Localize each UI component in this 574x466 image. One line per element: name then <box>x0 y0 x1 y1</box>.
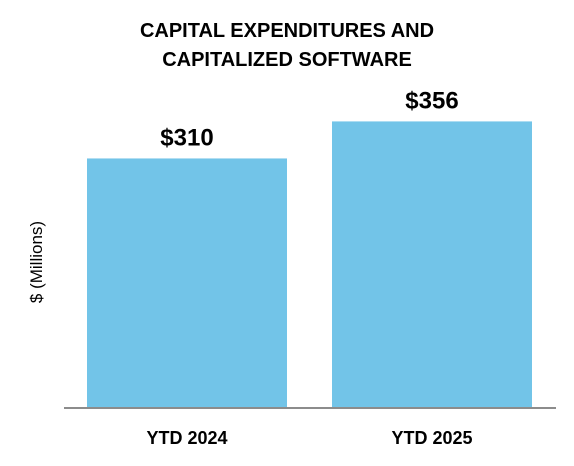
bar-ytd-2024 <box>87 158 287 408</box>
value-label-ytd-2025: $356 <box>405 87 458 114</box>
chart-title: CAPITAL EXPENDITURES AND CAPITALIZED SOF… <box>140 20 434 71</box>
bars-group <box>87 121 532 409</box>
category-label-ytd-2024: YTD 2024 <box>146 428 227 448</box>
value-labels-group: $310 $356 <box>160 87 458 151</box>
category-label-ytd-2025: YTD 2025 <box>391 428 472 448</box>
category-labels-group: YTD 2024 YTD 2025 <box>146 428 472 448</box>
chart-title-line-2: CAPITALIZED SOFTWARE <box>162 49 412 71</box>
y-axis-label: $ (Millions) <box>27 221 46 303</box>
bar-ytd-2025 <box>332 121 532 409</box>
chart-title-line-1: CAPITAL EXPENDITURES AND <box>140 20 434 42</box>
value-label-ytd-2024: $310 <box>160 124 213 151</box>
